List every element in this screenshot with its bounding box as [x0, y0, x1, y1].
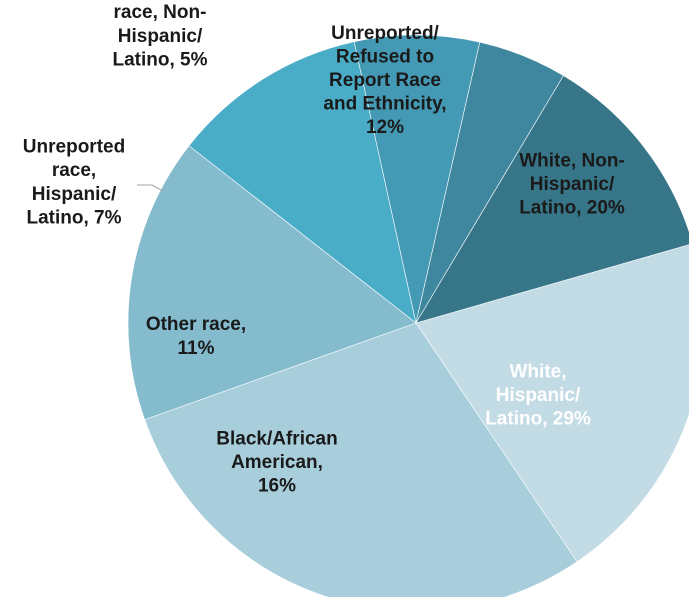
pie-slice-white-non-hispanic-latino [415, 244, 689, 563]
slice-label-other-race: Other race, 11% [146, 314, 246, 359]
pie-slice-other-race [188, 41, 417, 324]
slice-label-white-hispanic-latino: White, Hispanic/Latino, 29% [485, 361, 591, 429]
pie-slice-unreported-race-hispanic-latino [353, 34, 481, 324]
pie-slice-unreported-refused-to-report-race-and-ethnicity [415, 75, 689, 324]
slice-label-unreported-refused-to-report-race-and-ethnicity: Unreported/Refused to Report Race and Ethn… [323, 23, 446, 138]
pie-slices [127, 34, 689, 597]
slice-label-white-non-hispanic-latino: White, Non-Hispanic/Latino, 20% [519, 150, 625, 218]
pie-slice-black-african-american [127, 145, 417, 420]
leader-lines [137, 184, 164, 192]
slice-labels: White, Non-Hispanic/Latino, 20% White, His… [23, 0, 625, 496]
slice-label-unreported-race-hispanic-latino: Unreported race, Hispanic/Latino, 7% [23, 137, 125, 229]
leader-line-unreported-race-hispanic-latino [137, 184, 164, 192]
slice-label-black-african-american: Black/African American, 16% [216, 428, 337, 496]
